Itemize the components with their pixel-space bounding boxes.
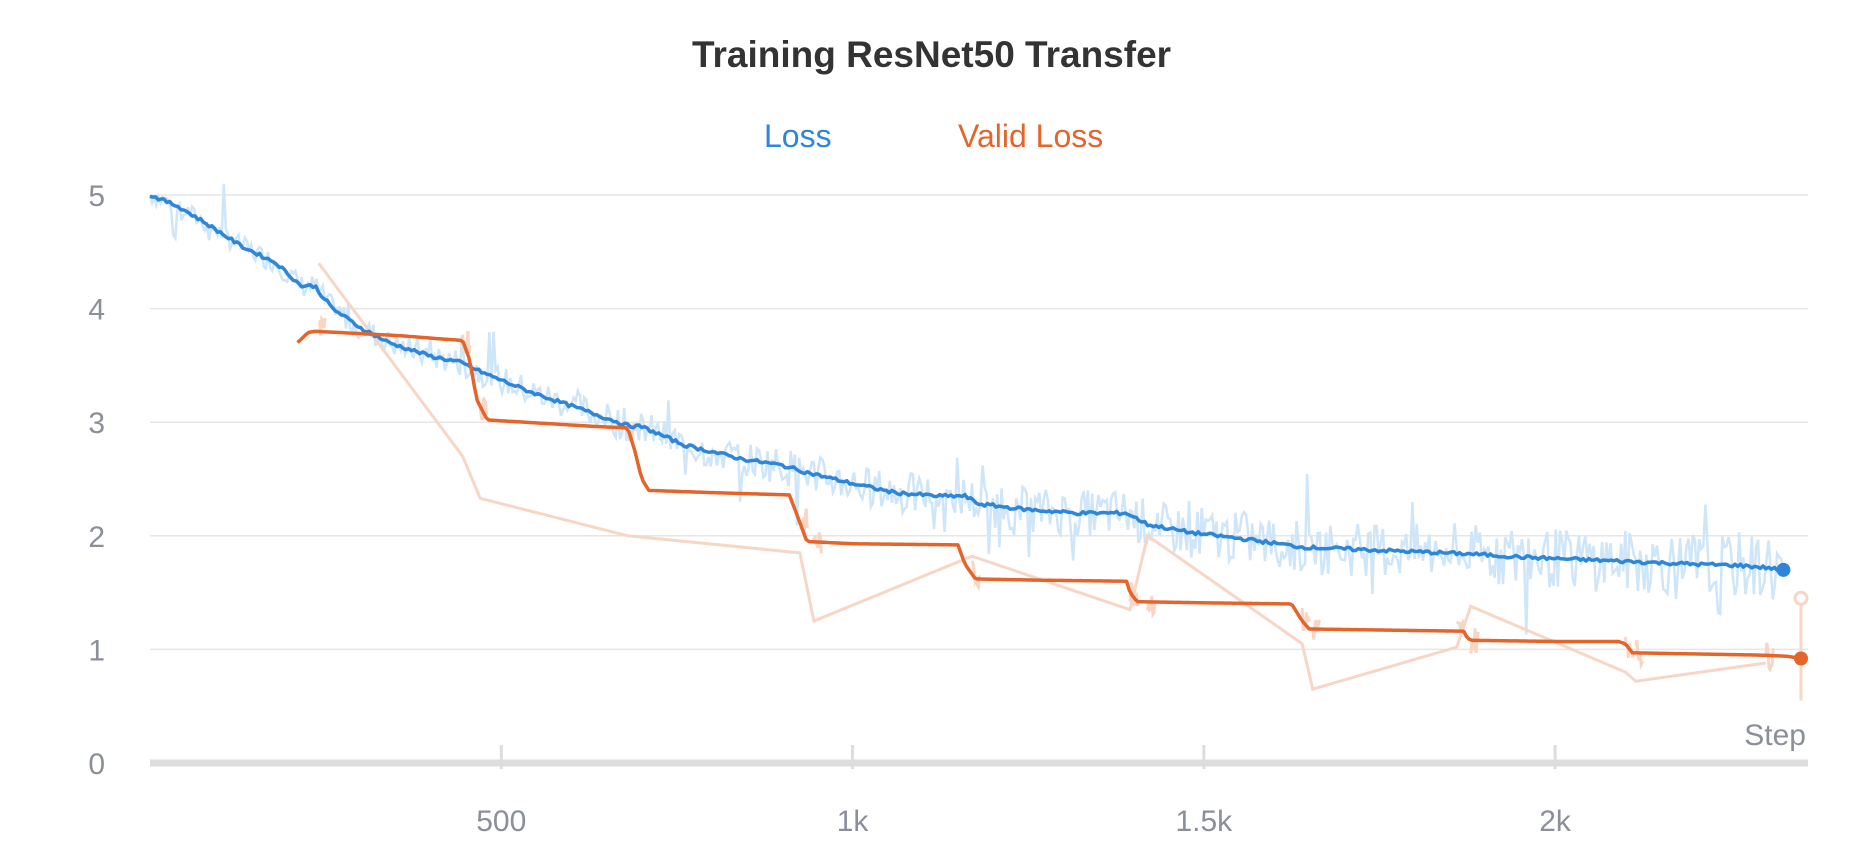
legend: Loss Valid Loss (0, 118, 1863, 162)
valid-loss-raw-cluster (318, 314, 328, 336)
valid-loss-raw-cluster (1455, 618, 1466, 637)
loss-end-marker (1776, 562, 1791, 577)
valid-loss-raw-cluster (478, 397, 489, 421)
loss-smoothed-line (149, 194, 1785, 573)
x-tick-label: 500 (476, 805, 526, 838)
x-axis-label: Step (1744, 719, 1806, 752)
valid-loss-raw-cluster (1300, 607, 1311, 632)
loss-raw-line (148, 183, 1785, 635)
valid-loss-raw-cluster (812, 532, 823, 554)
legend-item-loss[interactable]: Loss (764, 118, 832, 154)
valid-loss-raw-cluster (1634, 639, 1645, 670)
valid-loss-raw-cluster (1128, 582, 1139, 607)
x-tick-label: 2k (1539, 805, 1572, 838)
valid-loss-raw-line (317, 262, 1767, 692)
valid-loss-raw-end-marker (1793, 590, 1809, 606)
valid-loss-end-marker (1793, 651, 1808, 666)
y-tick-label: 4 (88, 294, 105, 327)
y-tick-label: 1 (88, 634, 105, 667)
y-tick-label: 3 (88, 407, 105, 440)
valid-loss-raw-cluster (1764, 642, 1775, 673)
y-tick-label: 2 (88, 521, 105, 554)
y-tick-label: 0 (88, 748, 105, 781)
x-tick-label: 1.5k (1175, 805, 1233, 838)
legend-item-valid-loss[interactable]: Valid Loss (958, 118, 1104, 154)
y-tick-label: 5 (88, 180, 105, 213)
valid-loss-smoothed-line (296, 329, 1802, 661)
valid-loss-raw-cluster (1146, 595, 1157, 619)
x-tick-label: 1k (837, 805, 870, 838)
valid-loss-raw-cluster (970, 560, 981, 592)
chart-title: Training ResNet50 Transfer (691, 34, 1172, 75)
valid-loss-raw-cluster (1311, 619, 1322, 640)
